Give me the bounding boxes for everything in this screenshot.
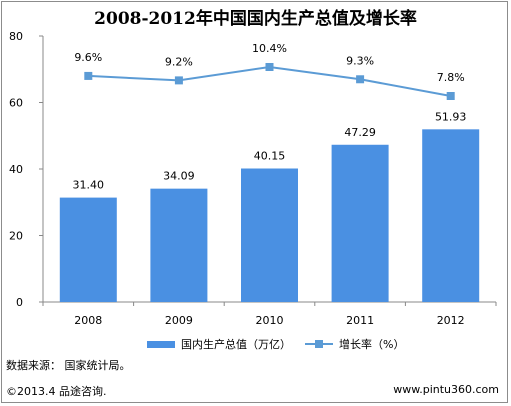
- bar-gdp: [331, 144, 389, 302]
- x-tick-label: 2008: [74, 314, 102, 327]
- x-tick-label: 2012: [437, 314, 465, 327]
- bar-value-label: 31.40: [73, 179, 105, 192]
- chart-title: 2008-2012年中国国内生产总值及增长率: [94, 9, 417, 29]
- growth-rate-marker: [446, 92, 455, 100]
- legend-item-growth: 增长率（%）: [305, 336, 404, 352]
- website-url: www.pintu360.com: [393, 383, 499, 396]
- x-tick-label: 2011: [346, 314, 374, 327]
- legend-swatch-gdp: [147, 340, 175, 348]
- growth-rate-label: 9.3%: [346, 54, 374, 67]
- bar-gdp: [150, 188, 208, 302]
- legend: 国内生产总值（万亿） 增长率（%）: [0, 336, 511, 352]
- bar-gdp: [422, 129, 480, 302]
- legend-label-gdp: 国内生产总值（万亿）: [181, 338, 291, 351]
- y-tick-label: 20: [9, 230, 23, 243]
- y-tick-label: 0: [16, 296, 23, 309]
- growth-rate-marker: [174, 76, 183, 85]
- growth-rate-label: 9.2%: [165, 55, 193, 68]
- bar-gdp: [59, 197, 117, 302]
- data-source: 数据来源： 国家统计局。: [6, 359, 131, 372]
- y-tick-label: 40: [9, 163, 23, 176]
- bar-value-label: 47.29: [344, 126, 376, 139]
- x-tick-label: 2009: [165, 314, 193, 327]
- y-tick-label: 60: [9, 97, 23, 110]
- growth-rate-marker: [84, 71, 93, 80]
- legend-swatch-growth: [305, 340, 333, 348]
- growth-rate-label: 10.4%: [252, 42, 287, 55]
- growth-rate-line: [88, 65, 451, 97]
- bar-value-label: 51.93: [435, 110, 467, 123]
- legend-label-growth: 增长率（%）: [339, 338, 405, 351]
- y-tick-label: 80: [9, 30, 23, 43]
- copyright-text: ©2013.4 品途咨询.: [6, 385, 107, 398]
- growth-rate-label: 9.6%: [74, 51, 102, 64]
- x-tick-label: 2010: [256, 314, 284, 327]
- growth-rate-marker: [356, 75, 365, 84]
- bar-gdp: [241, 168, 298, 302]
- growth-rate-marker: [265, 63, 274, 71]
- bar-value-label: 34.09: [163, 170, 195, 183]
- growth-rate-label: 7.8%: [437, 71, 465, 84]
- bar-value-label: 40.15: [254, 150, 286, 163]
- legend-item-gdp: 国内生产总值（万亿）: [147, 336, 291, 352]
